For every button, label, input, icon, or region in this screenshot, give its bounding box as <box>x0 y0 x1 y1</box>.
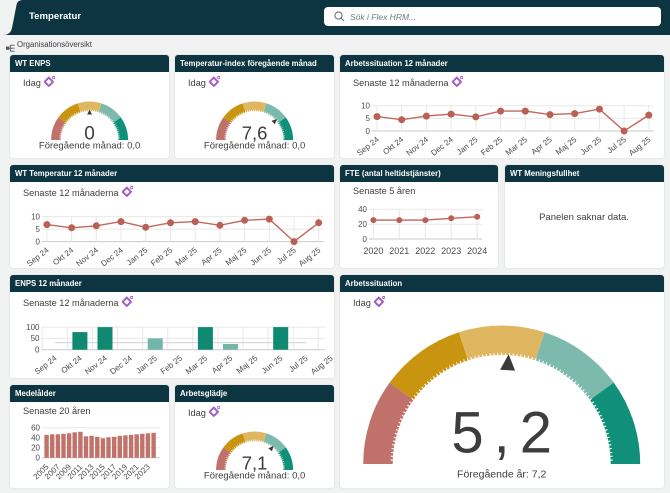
svg-text:0: 0 <box>36 237 41 246</box>
svg-text:5: 5 <box>366 114 371 123</box>
svg-text:Feb 25: Feb 25 <box>159 353 185 376</box>
svg-text:0: 0 <box>36 454 41 463</box>
svg-text:Jun 25: Jun 25 <box>579 135 604 157</box>
svg-text:Föregående månad: 0,0: Föregående månad: 0,0 <box>39 141 140 152</box>
svg-text:Sep 24: Sep 24 <box>355 135 381 158</box>
svg-text:Nov 24: Nov 24 <box>405 135 431 158</box>
svg-text:Sep 24: Sep 24 <box>25 245 51 268</box>
svg-text:Mar 25: Mar 25 <box>184 353 210 376</box>
svg-text:Nov 24: Nov 24 <box>75 245 101 268</box>
svg-text:Aug 25: Aug 25 <box>627 135 653 158</box>
svg-text:Apr 25: Apr 25 <box>210 353 235 375</box>
svg-text:5: 5 <box>36 225 41 234</box>
svg-text:Jul 25: Jul 25 <box>275 245 298 266</box>
svg-text:2021: 2021 <box>389 246 409 256</box>
svg-text:Sep 24: Sep 24 <box>33 353 59 376</box>
svg-text:7,6: 7,6 <box>242 123 268 144</box>
svg-text:0: 0 <box>366 127 371 136</box>
svg-text:Okt 24: Okt 24 <box>60 353 85 375</box>
svg-text:Jun 25: Jun 25 <box>249 245 274 267</box>
svg-text:50: 50 <box>31 334 40 343</box>
svg-text:Jan 25: Jan 25 <box>125 245 150 267</box>
svg-text:Föregående år: 7,2: Föregående år: 7,2 <box>457 469 546 481</box>
svg-text:100: 100 <box>26 323 40 332</box>
svg-text:Maj 25: Maj 25 <box>235 353 260 375</box>
svg-text:Föregående månad: 0,0: Föregående månad: 0,0 <box>204 471 305 482</box>
svg-text:40: 40 <box>358 205 367 214</box>
svg-text:Apr 25: Apr 25 <box>200 245 225 267</box>
svg-text:10: 10 <box>31 212 40 221</box>
svg-text:Okt 24: Okt 24 <box>51 245 76 267</box>
svg-text:Jul 25: Jul 25 <box>605 135 628 156</box>
svg-text:60: 60 <box>31 424 40 433</box>
svg-text:Jun 25: Jun 25 <box>260 353 285 375</box>
svg-text:2020: 2020 <box>363 246 383 256</box>
svg-text:2024: 2024 <box>467 246 487 256</box>
svg-text:Okt 24: Okt 24 <box>381 135 406 157</box>
svg-text:Jul 25: Jul 25 <box>287 353 310 374</box>
svg-text:Dec 24: Dec 24 <box>429 135 455 158</box>
svg-text:Nov 24: Nov 24 <box>83 353 109 376</box>
svg-text:Jan 25: Jan 25 <box>134 353 159 375</box>
svg-text:Maj 25: Maj 25 <box>224 245 249 267</box>
svg-text:40: 40 <box>31 434 40 443</box>
svg-text:10: 10 <box>361 102 370 111</box>
svg-text:Jan 25: Jan 25 <box>455 135 480 157</box>
svg-text:Föregående månad: 0,0: Föregående månad: 0,0 <box>204 141 305 152</box>
svg-text:Maj 25: Maj 25 <box>554 135 579 157</box>
svg-text:Dec 24: Dec 24 <box>99 245 125 268</box>
svg-text:Aug 25: Aug 25 <box>297 245 323 268</box>
svg-text:20: 20 <box>31 444 40 453</box>
svg-text:Dec 24: Dec 24 <box>108 353 134 376</box>
svg-text:20: 20 <box>358 220 367 229</box>
svg-text:5,2: 5,2 <box>451 401 562 466</box>
svg-text:0: 0 <box>35 346 40 355</box>
svg-text:0: 0 <box>84 124 95 145</box>
svg-text:Feb 25: Feb 25 <box>479 135 505 158</box>
svg-text:Feb 25: Feb 25 <box>149 245 175 268</box>
svg-text:0: 0 <box>363 235 368 244</box>
svg-text:Mar 25: Mar 25 <box>504 135 530 158</box>
svg-text:7,1: 7,1 <box>242 453 268 474</box>
svg-text:2022: 2022 <box>415 246 435 256</box>
svg-text:Mar 25: Mar 25 <box>174 245 200 268</box>
svg-text:Aug 25: Aug 25 <box>309 353 335 376</box>
svg-text:Apr 25: Apr 25 <box>530 135 555 157</box>
svg-text:2023: 2023 <box>441 246 461 256</box>
